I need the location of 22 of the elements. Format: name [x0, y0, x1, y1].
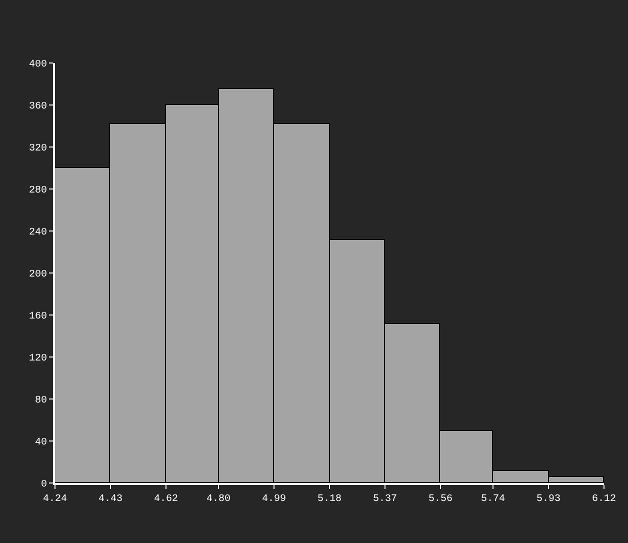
x-tick-label: 5.18 — [317, 494, 342, 505]
y-tick-label: 320 — [28, 144, 47, 154]
x-tick-label: 4.24 — [42, 494, 68, 505]
y-tick-label: 360 — [28, 102, 47, 112]
x-tick-label: 5.93 — [536, 494, 561, 505]
y-tick-label: 280 — [28, 186, 47, 196]
y-tick-label: 240 — [28, 228, 47, 238]
x-tick-label: 4.99 — [262, 494, 286, 505]
y-tick-label: 40 — [34, 438, 47, 448]
x-tick-label: 4.80 — [206, 494, 231, 505]
x-tick-label: 5.56 — [428, 494, 452, 505]
x-tick-label: 4.43 — [98, 494, 122, 505]
y-tick-label: 80 — [34, 396, 47, 406]
y-tick-label: 120 — [28, 354, 47, 364]
y-tick-label: 400 — [28, 60, 47, 70]
y-tick-label: 160 — [28, 312, 47, 322]
x-tick-label: 4.62 — [154, 494, 178, 505]
y-tick-label: 200 — [28, 270, 47, 280]
y-tick-label: 0 — [40, 480, 47, 490]
x-tick-label: 5.74 — [481, 494, 506, 505]
x-tick-label: 6.12 — [592, 494, 616, 505]
x-tick-label: 5.37 — [372, 494, 397, 505]
